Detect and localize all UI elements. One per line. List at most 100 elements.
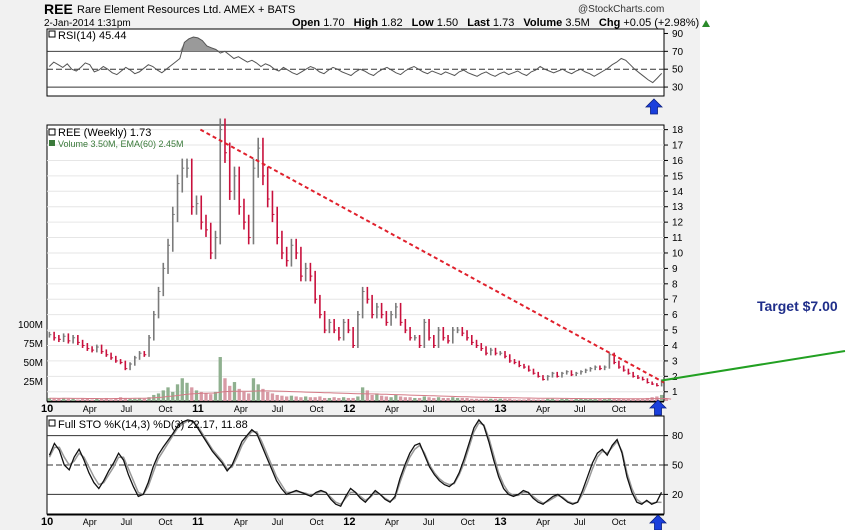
volume-title: Volume 3.50M, EMA(60) 2.45M — [58, 139, 184, 149]
sto-x-tick-label: Jul — [423, 517, 435, 527]
target-projection-line — [661, 350, 846, 382]
volume-bar — [389, 397, 393, 401]
volume-bar — [332, 397, 336, 401]
volume-bar — [104, 397, 108, 401]
sto-x-tick-label: Oct — [158, 517, 173, 527]
price-x-tick-label: Jul — [121, 404, 133, 414]
volume-label: Volume — [523, 17, 563, 29]
chg-value: +0.05 (+2.98%) — [623, 17, 700, 29]
price-tick-label: 17 — [672, 141, 684, 152]
low-value: 1.50 — [436, 17, 459, 29]
price-x-tick-label: Jul — [574, 404, 586, 414]
volume-bar — [180, 378, 184, 401]
volume-bar — [52, 398, 56, 401]
volume-bar — [493, 398, 498, 401]
volume-bar — [422, 396, 426, 401]
sto-up-arrow-icon — [649, 514, 667, 530]
volume-bar — [118, 397, 123, 401]
volume-bar — [527, 398, 531, 401]
volume-bar — [337, 397, 341, 401]
volume-bar — [489, 398, 493, 401]
quote-date: 2-Jan-2014 1:31pm — [44, 18, 131, 29]
sto-x-tick-label: Apr — [234, 517, 248, 527]
rsi-tick-label: 50 — [672, 65, 684, 76]
sto-x-tick-label: 13 — [494, 516, 506, 528]
volume-bar — [285, 396, 289, 401]
volume-bar — [479, 398, 483, 401]
ticker-symbol: REE — [44, 1, 73, 17]
rsi-up-arrow-icon — [645, 98, 663, 115]
price-x-tick-label: 12 — [343, 403, 355, 415]
volume-bar — [370, 394, 374, 401]
volume-bar — [460, 397, 464, 401]
volume-bar — [394, 394, 398, 401]
volume-bar — [304, 396, 308, 401]
price-tick-label: 6 — [672, 310, 678, 321]
rsi-tick-label: 30 — [672, 83, 684, 94]
volume-bar — [261, 388, 265, 401]
volume-bar — [560, 398, 564, 401]
volume-bar — [251, 378, 256, 401]
rsi-frame — [46, 28, 665, 97]
volume-bar — [57, 398, 61, 401]
sto-x-tick-label: Apr — [536, 517, 550, 527]
volume-bar — [318, 396, 322, 401]
volume-bar — [470, 398, 474, 401]
price-x-tick-label: Apr — [385, 404, 399, 414]
last-label: Last — [467, 17, 490, 29]
price-x-tick-label: 10 — [41, 403, 53, 415]
price-menu-icon — [48, 128, 56, 136]
volume-bar — [175, 384, 180, 401]
price-tick-label: 5 — [672, 326, 678, 337]
sto-x-tick-label: Apr — [385, 517, 399, 527]
price-tick-label: 11 — [672, 233, 683, 244]
volume-bar — [294, 396, 298, 401]
volume-bar — [417, 397, 422, 401]
volume-bar — [327, 397, 332, 401]
volume-bar — [451, 397, 455, 401]
volume-bar — [313, 397, 317, 401]
sto-x-tick-label: Oct — [612, 517, 627, 527]
volume-bar — [223, 378, 227, 401]
sto-x-tick-label: Jul — [574, 517, 586, 527]
volume-bar — [299, 397, 303, 401]
stochastic-panel: 20 50 80 Full STO %K(14,3) %D(3) 22.17, 11.… — [46, 415, 684, 515]
chg-label: Chg — [598, 17, 621, 29]
rsi-tick-label: 90 — [672, 29, 684, 40]
volume-bar — [512, 399, 517, 401]
sto-x-tick-label: Jul — [121, 517, 133, 527]
price-x-tick-label: Oct — [158, 404, 173, 414]
volume-bar — [607, 397, 612, 401]
volume-legend-swatch — [49, 140, 55, 146]
volume-bar — [99, 398, 104, 401]
volume-bar — [664, 398, 669, 401]
volume-bar — [270, 393, 275, 401]
price-tick-label: 13 — [672, 202, 684, 213]
volume-bar — [569, 399, 574, 401]
price-tick-label: 10 — [672, 248, 684, 259]
volume-bar — [266, 391, 270, 401]
volume-bar — [341, 397, 346, 401]
high-label: High — [353, 17, 379, 29]
volume-bar — [565, 398, 569, 401]
rsi-title: RSI(14) 45.44 — [58, 30, 126, 42]
volume-bar — [199, 391, 203, 401]
volume-bar — [455, 397, 460, 401]
sto-x-tick-label: Oct — [309, 517, 324, 527]
volume-bar — [579, 398, 583, 401]
target-label: Target $7.00 — [757, 298, 838, 314]
volume-bar — [555, 399, 559, 401]
volume-bar — [71, 398, 75, 401]
volume-bar — [498, 398, 502, 401]
price-tick-label: 9 — [672, 264, 678, 275]
volume-ema-line — [49, 390, 672, 400]
volume-bar — [213, 391, 218, 401]
volume-bar — [123, 397, 127, 401]
volume-bar — [185, 382, 189, 401]
volume-bar — [61, 397, 66, 401]
volume-bar — [640, 398, 645, 401]
volume-bar — [408, 397, 412, 401]
volume-bar — [603, 398, 607, 401]
volume-bar — [432, 397, 436, 401]
price-tick-label: 14 — [672, 187, 684, 198]
